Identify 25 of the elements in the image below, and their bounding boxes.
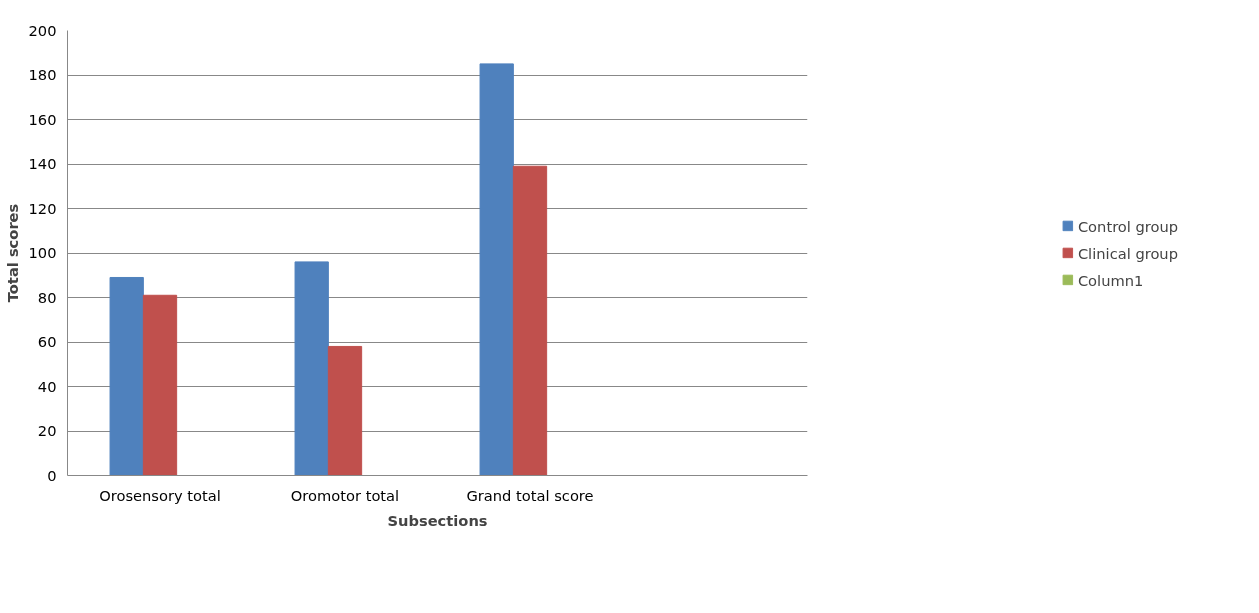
y-tick-label: 140 (28, 155, 57, 172)
y-tick-label: 100 (28, 244, 57, 261)
legend-label: Column1 (1077, 271, 1144, 288)
y-tick-label: 60 (37, 333, 57, 350)
x-axis-title: Subsections (387, 511, 488, 529)
y-tick-label: 40 (37, 377, 57, 395)
y-tick-label: 20 (37, 422, 57, 439)
bar (142, 294, 178, 476)
x-tick-label: Orosensory total (99, 486, 221, 504)
y-tick-label: 0 (47, 466, 57, 484)
y-axis-title: Total scores (3, 203, 21, 303)
bar (512, 165, 548, 476)
bar (327, 345, 363, 476)
x-tick-label: Oromotor total (290, 486, 400, 504)
bar (479, 63, 514, 476)
bar (294, 261, 329, 476)
x-tick-label: Grand total score (466, 486, 594, 504)
y-tick-label: 200 (28, 21, 57, 39)
y-tick-label: 120 (28, 199, 57, 217)
y-tick-label: 160 (28, 110, 57, 128)
bar (109, 276, 144, 476)
y-tick-label: 180 (28, 66, 57, 83)
legend-label: Control group (1077, 217, 1179, 234)
legend-label: Clinical group (1077, 244, 1178, 261)
y-tick-label: 80 (37, 288, 57, 306)
